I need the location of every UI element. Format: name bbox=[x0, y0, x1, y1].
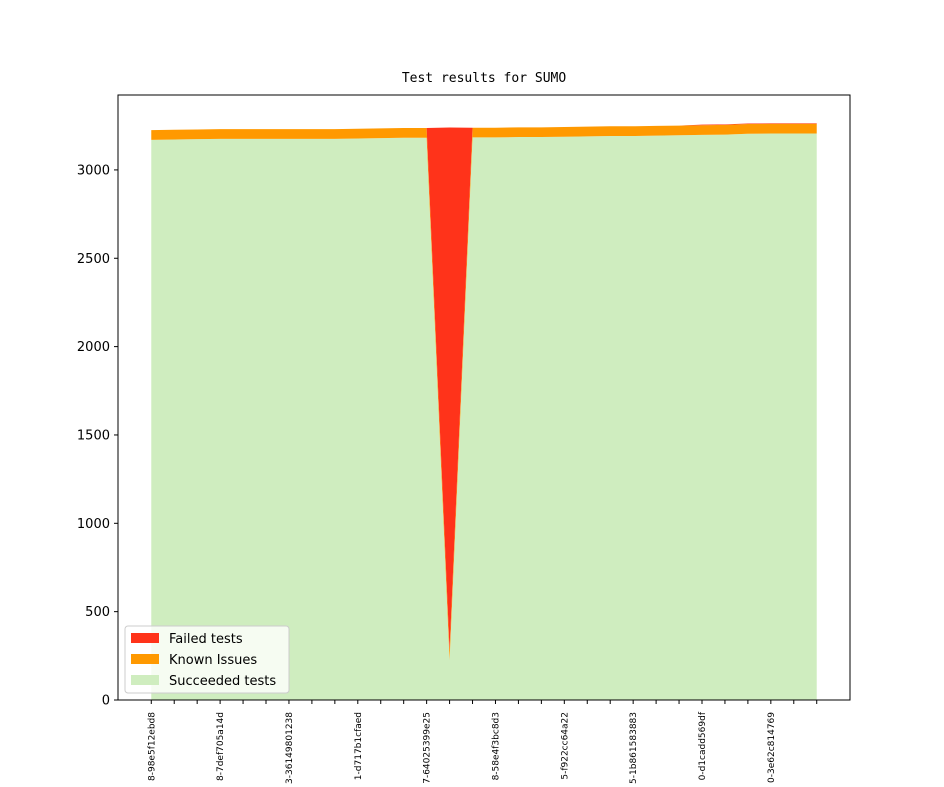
y-tick-label: 3000 bbox=[77, 163, 110, 178]
legend-swatch bbox=[131, 654, 159, 664]
y-tick-label: 1500 bbox=[77, 428, 110, 443]
y-tick-label: 0 bbox=[102, 694, 110, 709]
y-tick-label: 500 bbox=[85, 605, 110, 620]
legend-label: Failed tests bbox=[169, 632, 243, 647]
x-tick-label: 0-3e62c814769 bbox=[767, 712, 777, 783]
y-tick-label: 2500 bbox=[77, 252, 110, 267]
x-tick-label: 5-f922cc64a22 bbox=[560, 712, 570, 780]
legend: Failed tests Known Issues Succeeded tests bbox=[124, 625, 290, 694]
legend-swatch bbox=[131, 675, 159, 685]
y-tick-label: 2000 bbox=[77, 340, 110, 355]
plot-frame bbox=[117, 94, 851, 701]
y-tick-label: 1000 bbox=[77, 517, 110, 532]
x-tick-label: 5-1b861583883 bbox=[629, 712, 639, 784]
x-tick-label: 8-7def705a14d bbox=[216, 712, 226, 781]
x-tick-label: 3-36149801238 bbox=[285, 712, 295, 784]
x-tick-label: 7-64025399e25 bbox=[423, 712, 433, 784]
x-tick-label: 8-98e5f12ebd8 bbox=[147, 712, 157, 781]
area bbox=[151, 133, 817, 700]
x-tick-label: 1-d717b1cfaed bbox=[354, 712, 364, 780]
legend-label: Known Issues bbox=[169, 653, 257, 668]
x-tick-label: 0-d1cadd569df bbox=[698, 711, 708, 780]
x-tick-label: 8-58e4f3bc8d3 bbox=[491, 712, 501, 780]
legend-box bbox=[124, 625, 290, 694]
legend-label: Succeeded tests bbox=[169, 674, 276, 689]
chart-title: Test results for SUMO bbox=[402, 71, 567, 86]
legend-swatch bbox=[131, 633, 159, 643]
